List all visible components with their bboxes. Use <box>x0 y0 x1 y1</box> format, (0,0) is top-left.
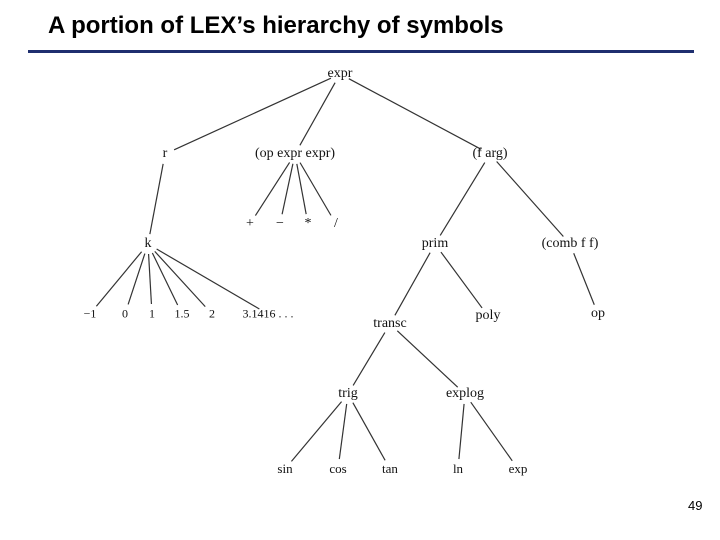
tree-node-times: * <box>305 216 312 232</box>
tree-node-tan: tan <box>382 461 398 477</box>
tree-node-ln: ln <box>453 461 463 477</box>
tree-node-div: / <box>334 216 338 232</box>
tree-node-poly: poly <box>476 308 501 324</box>
tree-edge <box>353 403 385 461</box>
tree-node-explog: explog <box>446 386 484 402</box>
tree-node-sin: sin <box>277 461 292 477</box>
tree-edge <box>353 333 385 386</box>
tree-edge <box>300 83 335 146</box>
tree-edge <box>155 251 206 306</box>
tree-edge <box>157 249 260 309</box>
tree-node-one: 1 <box>149 307 155 322</box>
tree-node-expr: expr <box>328 66 353 82</box>
tree-node-pi: 3.1416 . . . <box>243 307 294 322</box>
tree-node-minus: − <box>276 216 284 232</box>
tree-edge <box>440 163 485 236</box>
tree-edge <box>96 252 141 307</box>
tree-edge <box>349 79 481 150</box>
slide-title: A portion of LEX’s hierarchy of symbols <box>48 12 504 40</box>
tree-node-neg1: −1 <box>84 307 97 322</box>
page-number: 49 <box>688 498 702 513</box>
tree-edge <box>255 162 289 215</box>
tree-node-two: 2 <box>209 307 215 322</box>
title-underline <box>28 50 694 53</box>
tree-edge <box>497 161 564 236</box>
tree-node-opexpr: (op expr expr) <box>255 146 335 162</box>
tree-edge <box>395 253 430 316</box>
tree-node-combff: (comb f f) <box>542 236 599 252</box>
tree-node-cos: cos <box>329 461 346 477</box>
tree-edge <box>441 252 482 308</box>
tree-node-plus: + <box>246 216 254 232</box>
hierarchy-tree: exprr(op expr expr)(f arg)+−*/k−1011.523… <box>90 64 650 484</box>
tree-edge <box>291 402 341 462</box>
tree-edge <box>174 78 331 150</box>
tree-node-prim: prim <box>422 236 448 252</box>
tree-node-trig: trig <box>338 386 357 402</box>
tree-edge <box>150 164 163 234</box>
tree-node-farg: (f arg) <box>472 146 507 162</box>
tree-node-op: op <box>591 306 605 322</box>
tree-node-zero: 0 <box>122 307 128 322</box>
tree-node-transc: transc <box>373 316 406 332</box>
tree-edge <box>339 404 346 459</box>
tree-edge <box>128 254 145 305</box>
tree-edge <box>574 253 595 304</box>
tree-edge <box>152 253 177 305</box>
tree-node-r: r <box>163 146 168 162</box>
tree-edge <box>459 404 464 459</box>
tree-node-exp: exp <box>509 461 528 477</box>
tree-edge <box>471 402 512 461</box>
tree-node-k: k <box>145 236 152 252</box>
tree-edge <box>149 254 152 304</box>
tree-edges <box>90 64 650 484</box>
tree-edge <box>397 331 457 387</box>
tree-node-onep5: 1.5 <box>175 307 190 322</box>
